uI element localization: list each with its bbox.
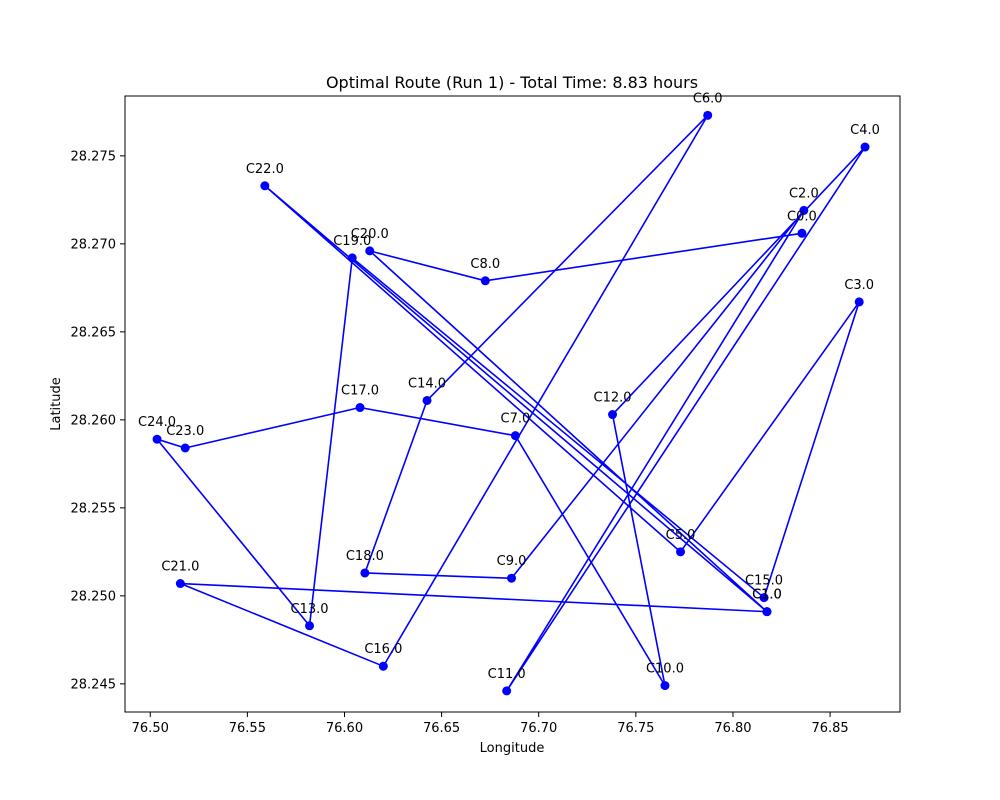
y-tick-label: 28.275 <box>71 149 117 164</box>
route-point <box>422 395 432 405</box>
point-label: C22.0 <box>246 162 284 177</box>
route-point <box>378 661 388 671</box>
route-point <box>797 228 807 238</box>
y-tick-label: 28.265 <box>71 325 117 340</box>
x-tick-label: 76.75 <box>617 721 654 736</box>
route-point <box>854 297 864 307</box>
axes: 76.50 76.55 76.60 76.65 76.70 76.75 76.80 76.85… <box>71 149 849 736</box>
route-point <box>676 547 686 557</box>
point-label: C16.0 <box>364 642 402 657</box>
point-label: C10.0 <box>646 662 684 677</box>
route-point <box>360 568 370 578</box>
plot-frame <box>124 95 901 713</box>
x-tick-label: 76.65 <box>423 721 460 736</box>
route-point <box>260 181 270 191</box>
point-label: C9.0 <box>497 554 527 569</box>
y-tick-label: 28.245 <box>71 677 117 692</box>
y-tick-label: 28.255 <box>71 501 117 516</box>
route-point <box>480 276 490 286</box>
route-point <box>347 253 357 263</box>
point-label: C4.0 <box>850 123 880 138</box>
point-label: C3.0 <box>844 278 874 293</box>
route-point <box>860 142 870 152</box>
y-axis-title: Latitude <box>49 377 64 431</box>
route-point <box>510 431 520 441</box>
route-point <box>305 621 315 631</box>
plot-area: C0.0 C8.0 C20.0 C1.0 C21.0 C16.0 C6.0 C14.0 C18.… <box>138 91 880 696</box>
point-label: C7.0 <box>501 412 531 427</box>
y-tick-label: 28.260 <box>71 413 117 428</box>
point-label: C1.0 <box>752 588 782 603</box>
route-point <box>502 686 512 696</box>
point-label: C13.0 <box>291 602 329 617</box>
x-tick-label: 76.70 <box>520 721 557 736</box>
point-label: C17.0 <box>341 384 379 399</box>
route-point <box>175 579 185 589</box>
point-label: C15.0 <box>745 574 783 589</box>
route-point <box>507 573 517 583</box>
route-point <box>660 681 670 691</box>
route-line <box>156 114 866 692</box>
y-tick-label: 28.250 <box>71 589 117 604</box>
point-label: C14.0 <box>408 376 446 391</box>
x-axis-title: Longitude <box>480 741 545 756</box>
point-label: C23.0 <box>166 424 204 439</box>
point-label: C5.0 <box>666 528 696 543</box>
route-point <box>355 403 365 413</box>
point-label: C1.0 <box>752 588 782 603</box>
route-point <box>152 434 162 444</box>
route-point <box>703 110 713 120</box>
point-label: C24.0 <box>138 415 176 430</box>
route-point <box>608 410 618 420</box>
point-label: C6.0 <box>693 91 723 106</box>
x-tick-label: 76.80 <box>714 721 751 736</box>
point-label: C0.0 <box>787 209 817 224</box>
route-point <box>180 443 190 453</box>
route-point <box>759 593 769 603</box>
route-point <box>365 246 375 256</box>
chart-title: Optimal Route (Run 1) - Total Time: 8.83… <box>326 73 698 92</box>
point-label: C18.0 <box>346 549 384 564</box>
point-label: C2.0 <box>789 186 819 201</box>
point-label: C21.0 <box>161 560 199 575</box>
route-point <box>799 205 809 215</box>
point-label: C20.0 <box>351 227 389 242</box>
point-label: C8.0 <box>470 257 500 272</box>
route-point <box>762 607 772 617</box>
y-tick-label: 28.270 <box>71 237 117 252</box>
x-tick-label: 76.50 <box>132 721 169 736</box>
x-tick-label: 76.85 <box>811 721 848 736</box>
point-label: C12.0 <box>594 391 632 406</box>
x-tick-label: 76.60 <box>326 721 363 736</box>
point-label: C11.0 <box>488 667 526 682</box>
point-label: C19.0 <box>333 234 371 249</box>
x-tick-label: 76.55 <box>229 721 266 736</box>
